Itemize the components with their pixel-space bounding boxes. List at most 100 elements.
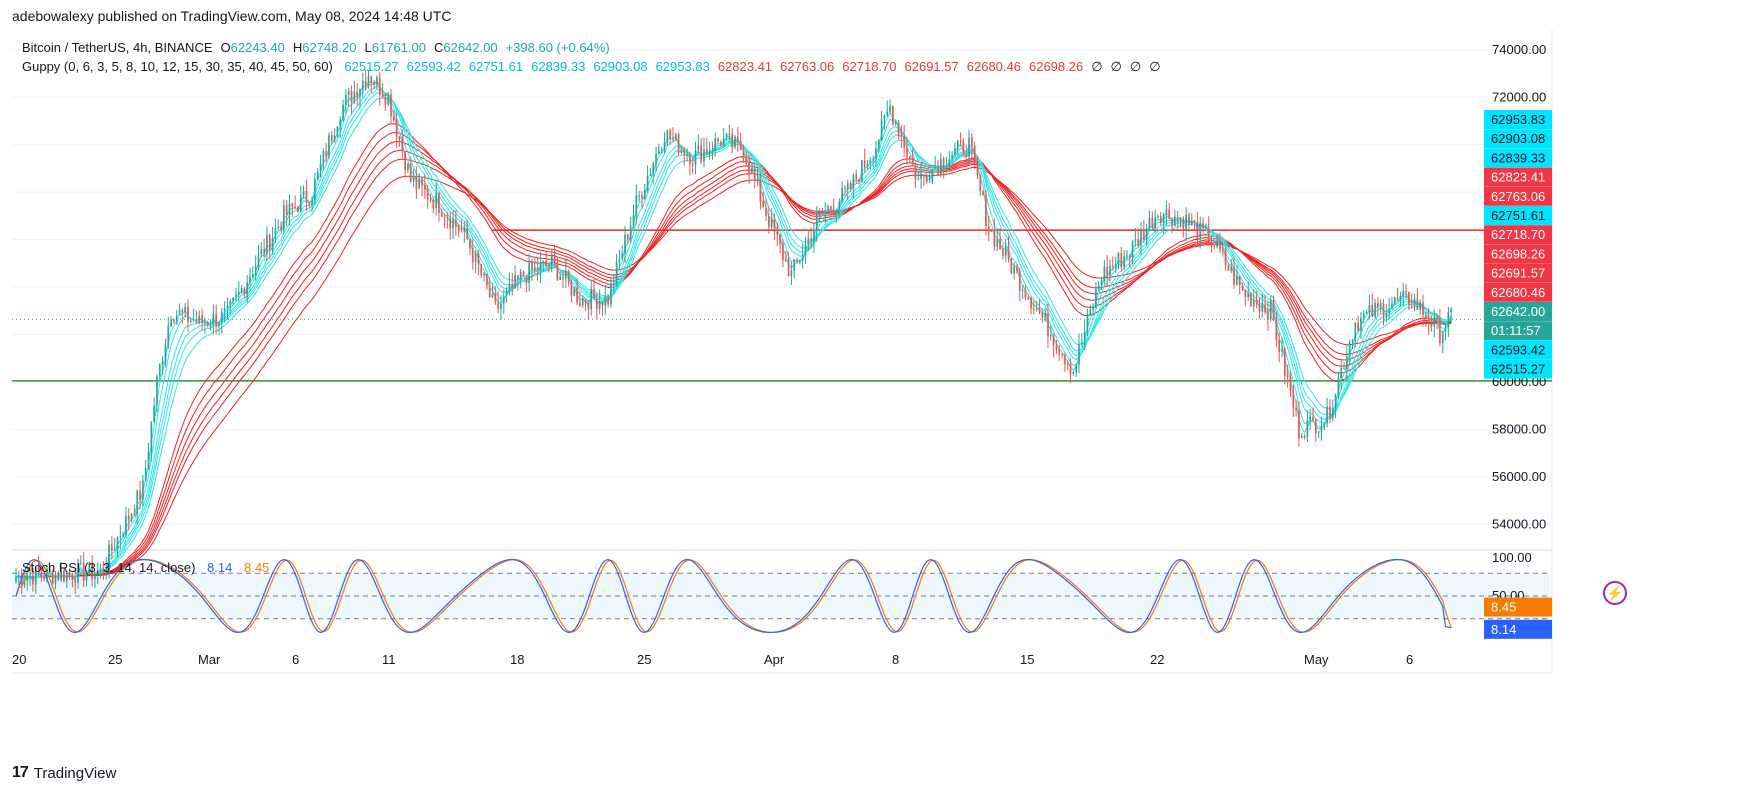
candle-body xyxy=(502,295,505,304)
candle-body xyxy=(63,570,65,582)
candle-body xyxy=(1314,420,1317,433)
candle-body xyxy=(122,534,124,537)
candle-body xyxy=(928,181,931,183)
candle-body xyxy=(1004,246,1007,256)
candle-body xyxy=(1334,394,1337,409)
candle-body xyxy=(1114,264,1117,268)
candle-body xyxy=(435,193,437,209)
candle-body xyxy=(1238,276,1241,286)
candle-body xyxy=(562,276,564,279)
candle-body xyxy=(376,77,378,85)
candle-body xyxy=(700,145,703,162)
candle-body xyxy=(226,305,229,309)
candle-body xyxy=(739,140,742,151)
candle-body xyxy=(60,570,62,580)
candle-body xyxy=(1224,250,1227,266)
price-badge xyxy=(1484,340,1552,360)
candle-body xyxy=(1368,304,1371,312)
candle-body xyxy=(1142,230,1145,240)
candle-body xyxy=(370,76,373,83)
candle-body xyxy=(508,284,511,291)
candle-body xyxy=(1168,209,1171,219)
candle-body xyxy=(198,315,201,323)
candle-body xyxy=(99,568,102,571)
price-axis: 54000.0056000.0058000.0060000.0072000.00… xyxy=(1484,42,1552,639)
guppy-title[interactable]: Guppy (0, 6, 3, 5, 8, 10, 12, 15, 30, 35… xyxy=(22,59,333,74)
candle-body xyxy=(1388,308,1390,314)
candle-body xyxy=(635,195,638,216)
chart-svg: 54000.0056000.0058000.0060000.0072000.00… xyxy=(12,30,1553,674)
low-value: 61761.00 xyxy=(371,40,426,55)
candle-body xyxy=(1351,340,1354,343)
candle-body xyxy=(531,262,533,271)
candle-body xyxy=(773,218,776,232)
candle-body xyxy=(356,91,359,98)
candle-body xyxy=(336,126,339,136)
candle-body xyxy=(189,320,192,322)
candle-body xyxy=(993,230,996,247)
footer-brand[interactable]: 17 TradingView xyxy=(12,764,116,782)
candle-body xyxy=(342,104,344,120)
candle-body xyxy=(80,562,82,564)
candle-body xyxy=(1433,316,1436,327)
candle-body xyxy=(1058,349,1061,354)
candle-body xyxy=(728,133,731,135)
candle-body xyxy=(57,574,60,580)
candle-body xyxy=(1320,426,1323,432)
guppy-short-value: 62839.33 xyxy=(531,59,586,74)
time-tick-label: 8 xyxy=(892,652,899,667)
candle-body xyxy=(1261,304,1264,312)
candle-body xyxy=(1137,239,1140,246)
candle-body xyxy=(1382,303,1385,317)
candle-body xyxy=(838,201,841,210)
candle-body xyxy=(869,159,872,165)
candle-body xyxy=(1100,280,1103,286)
candle-body xyxy=(68,572,71,574)
candle-body xyxy=(353,91,356,103)
symbol-name[interactable]: Bitcoin / TetherUS, 4h, BINANCE xyxy=(22,40,213,55)
candle-body xyxy=(32,575,34,585)
candle-body xyxy=(1295,407,1297,411)
candle-body xyxy=(167,326,170,346)
candle-body xyxy=(1230,266,1233,271)
candle-body xyxy=(968,137,970,157)
candle-body xyxy=(1371,304,1374,317)
candle-body xyxy=(533,267,536,271)
candle-body xyxy=(1131,241,1134,258)
candle-body xyxy=(962,141,965,155)
chart-area[interactable]: 54000.00 56000.00 58000.00 60000.00 72000.00… xyxy=(12,30,1734,763)
candle-body xyxy=(1292,390,1295,408)
candle-body xyxy=(1176,216,1179,220)
candle-body xyxy=(322,151,325,164)
guppy-long-value: 62763.06 xyxy=(780,59,835,74)
candle-body xyxy=(1151,217,1154,229)
price-badge xyxy=(1484,129,1552,149)
candle-body xyxy=(550,255,553,266)
candle-body xyxy=(302,190,305,196)
candle-body xyxy=(1343,367,1345,369)
candle-body xyxy=(116,537,119,550)
candle-body xyxy=(494,293,497,303)
candle-body xyxy=(229,301,232,306)
candle-body xyxy=(607,295,609,305)
candle-body xyxy=(999,239,1001,250)
stoch-d-badge-label: 8.45 xyxy=(1491,600,1516,615)
candle-body xyxy=(426,189,429,200)
candle-body xyxy=(813,230,815,242)
stoch-title[interactable]: Stoch RSI (3, 3, 14, 14, close) xyxy=(22,560,196,575)
candle-body xyxy=(1103,266,1106,281)
candle-body xyxy=(573,288,576,296)
candle-body xyxy=(184,307,187,313)
guppy-short-value: 62751.61 xyxy=(468,59,524,74)
stoch-band xyxy=(12,572,1550,620)
candle-body xyxy=(1399,295,1402,301)
price-badge xyxy=(1484,225,1552,245)
candle-body xyxy=(624,234,626,254)
candle-body xyxy=(1038,308,1041,313)
lightning-icon[interactable]: ⚡ xyxy=(1603,581,1627,605)
short-ema-line xyxy=(15,85,1452,580)
candle-body xyxy=(111,544,113,551)
candle-body xyxy=(158,364,161,377)
guppy-long-value: 62680.46 xyxy=(966,59,1021,74)
candle-body xyxy=(793,259,796,271)
